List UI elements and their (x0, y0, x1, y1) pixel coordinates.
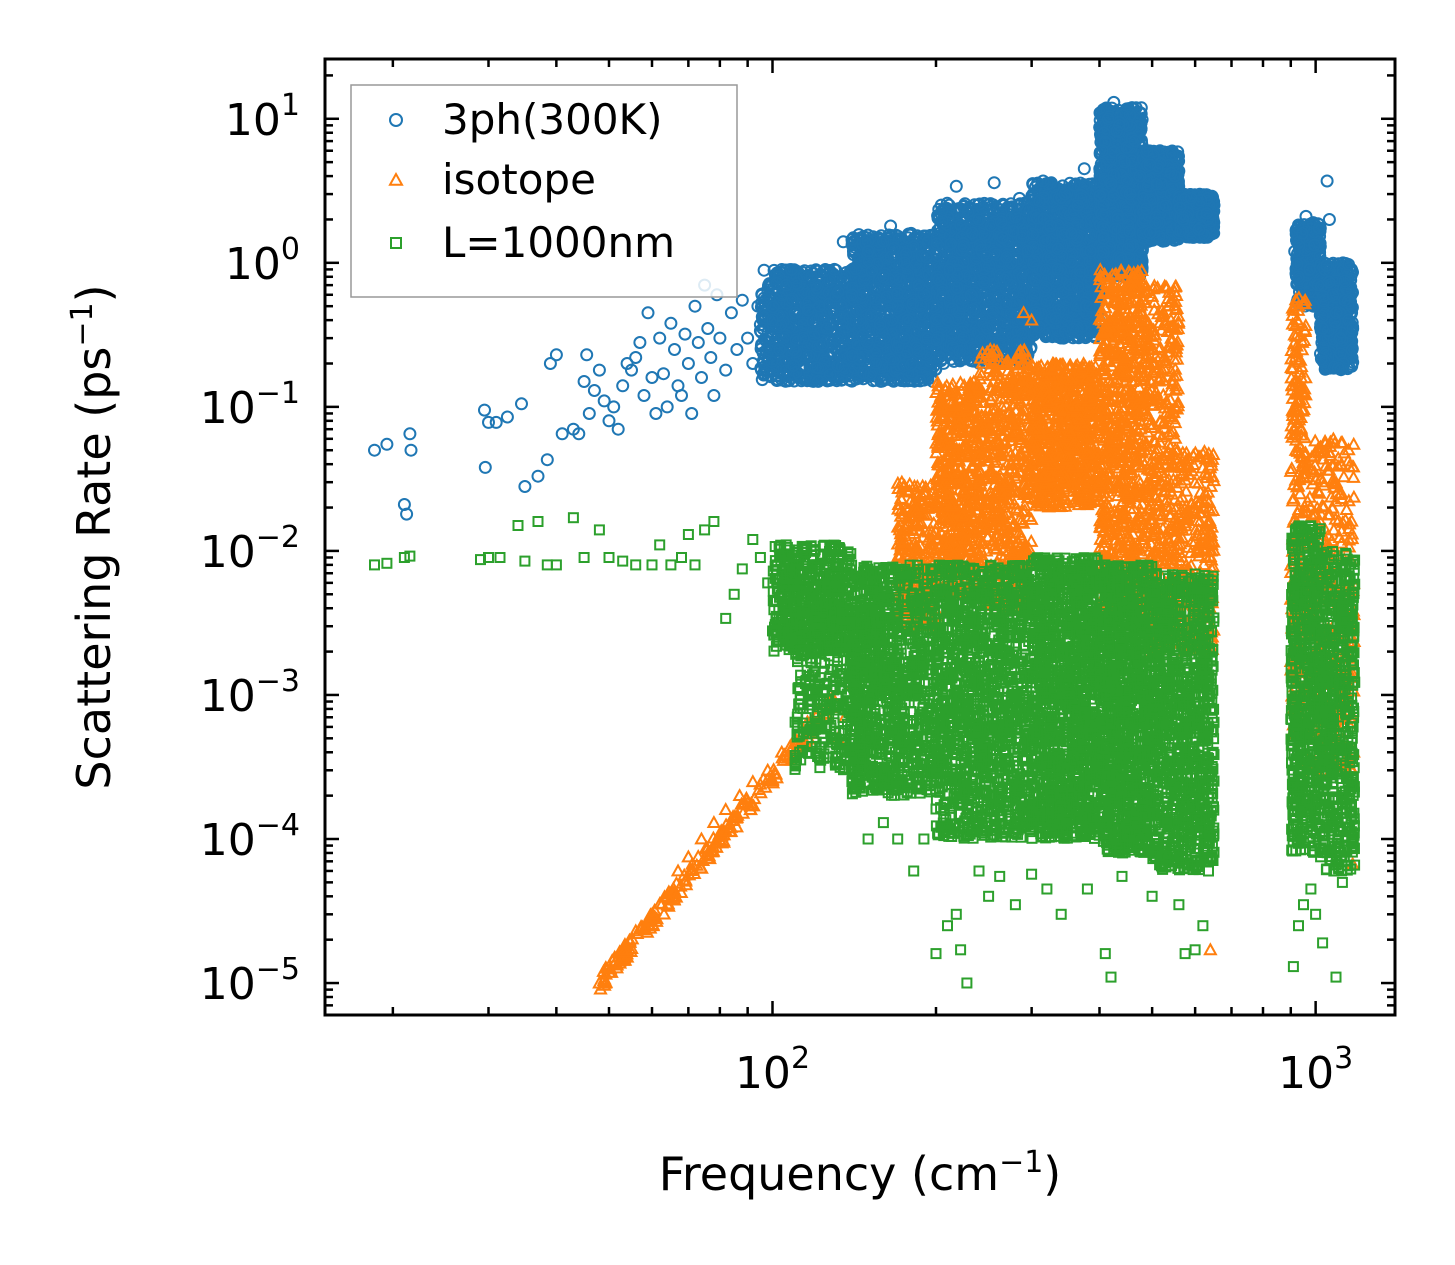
plot-points (368, 95, 1362, 995)
series-0 (368, 95, 1360, 521)
